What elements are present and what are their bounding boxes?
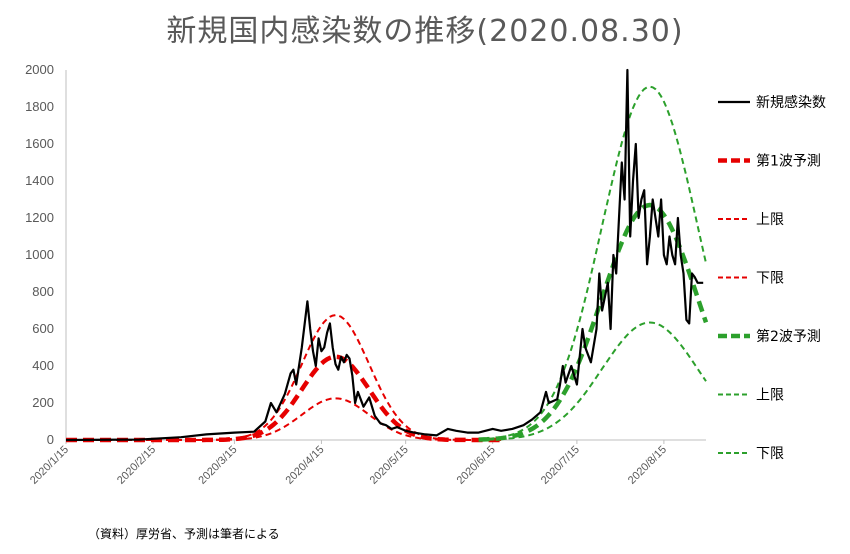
legend-label: 上限 [756,212,784,228]
legend-label: 下限 [756,446,784,462]
y-tick-label: 200 [32,395,54,410]
y-tick-label: 1200 [25,210,54,225]
x-tick-label: 2020/1/15 [28,444,71,487]
y-tick-label: 800 [32,284,54,299]
chart-series [65,68,709,443]
series-line-2 [66,314,502,441]
x-tick-label: 2020/8/15 [626,444,669,487]
legend-label: 下限 [756,271,784,287]
legend-label: 上限 [756,388,784,404]
y-tick-label: 1800 [25,99,54,114]
legend-label: 第2波予測 [756,328,821,345]
series-line-0 [65,68,704,442]
x-tick-label: 2020/6/15 [455,444,498,487]
x-tick-label: 2020/2/15 [115,444,158,487]
y-tick-label: 1400 [25,173,54,188]
series-line-3 [66,397,502,441]
legend-label: 第1波予測 [756,153,821,170]
chart-title: 新規国内感染数の推移(2020.08.30) [166,14,684,49]
x-tick-label: 2020/3/15 [196,444,239,487]
series-line-4 [478,202,709,442]
y-tick-label: 2000 [25,62,54,77]
series-line-6 [478,321,707,441]
y-tick-label: 600 [32,321,54,336]
y-tick-label: 1600 [25,136,54,151]
x-tick-label: 2020/7/15 [539,444,582,487]
series-line-5 [478,85,707,441]
source-note: （資料）厚労省、予測は筆者による [88,527,280,541]
legend-label: 新規感染数 [756,94,826,111]
x-tick-label: 2020/5/15 [368,444,411,487]
y-tick-label: 400 [32,358,54,373]
x-tick-label: 2020/4/15 [283,444,326,487]
chart-axes: 0 200 400 600 800 1000 1200 1400 1600 1800 2000 202… [25,62,706,487]
y-tick-label: 1000 [25,247,54,262]
y-tick-label: 0 [47,432,54,447]
